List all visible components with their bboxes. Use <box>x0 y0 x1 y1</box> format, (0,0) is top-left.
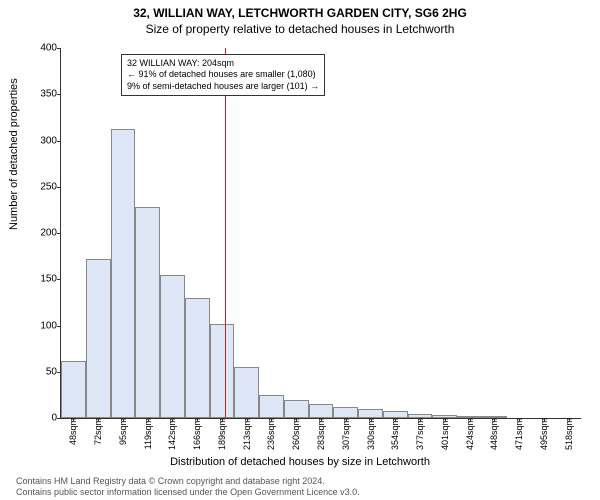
x-tick-mark <box>148 418 149 422</box>
y-tick-mark <box>57 141 61 142</box>
histogram-bar <box>234 367 259 418</box>
x-tick-label: 518sqm <box>564 418 574 450</box>
x-tick-label: 283sqm <box>316 418 326 450</box>
x-tick-mark <box>321 418 322 422</box>
x-tick-label: 119sqm <box>143 418 153 449</box>
x-tick-label: 424sqm <box>465 418 475 450</box>
x-tick-mark <box>544 418 545 422</box>
x-tick-label: 377sqm <box>415 418 425 450</box>
histogram-bar <box>358 409 383 418</box>
y-tick-mark <box>57 187 61 188</box>
footer-line-1: Contains HM Land Registry data © Crown c… <box>16 476 360 487</box>
x-tick-label: 307sqm <box>341 418 351 450</box>
x-tick-mark <box>569 418 570 422</box>
x-tick-mark <box>346 418 347 422</box>
x-tick-mark <box>247 418 248 422</box>
x-tick-label: 95sqm <box>118 418 128 445</box>
footer-line-2: Contains public sector information licen… <box>16 487 360 498</box>
plot-area: 05010015020025030035040048sqm72sqm95sqm1… <box>60 48 581 419</box>
x-tick-mark <box>470 418 471 422</box>
y-axis-label: Number of detached properties <box>8 78 20 230</box>
x-tick-mark <box>123 418 124 422</box>
histogram-bar <box>383 411 408 418</box>
x-tick-label: 260sqm <box>291 418 301 450</box>
x-tick-mark <box>445 418 446 422</box>
y-tick-mark <box>57 48 61 49</box>
histogram-bar <box>160 275 185 418</box>
x-tick-label: 72sqm <box>93 418 103 445</box>
histogram-bar <box>135 207 160 418</box>
y-tick-mark <box>57 418 61 419</box>
x-tick-mark <box>371 418 372 422</box>
x-tick-mark <box>420 418 421 422</box>
annotation-line: ← 91% of detached houses are smaller (1,… <box>127 69 319 80</box>
x-tick-label: 213sqm <box>242 418 252 450</box>
x-tick-mark <box>98 418 99 422</box>
y-tick-mark <box>57 94 61 95</box>
x-axis-label: Distribution of detached houses by size … <box>0 456 600 468</box>
x-tick-label: 354sqm <box>390 418 400 450</box>
x-tick-mark <box>73 418 74 422</box>
x-tick-mark <box>395 418 396 422</box>
x-tick-label: 448sqm <box>489 418 499 450</box>
x-tick-label: 236sqm <box>266 418 276 450</box>
histogram-bar <box>111 129 136 418</box>
x-tick-mark <box>271 418 272 422</box>
chart-subtitle: Size of property relative to detached ho… <box>0 22 600 40</box>
x-tick-label: 189sqm <box>217 418 227 450</box>
histogram-bar <box>259 395 284 418</box>
x-tick-mark <box>197 418 198 422</box>
footer-attribution: Contains HM Land Registry data © Crown c… <box>16 476 360 498</box>
annotation-line: 9% of semi-detached houses are larger (1… <box>127 81 319 92</box>
annotation-line: 32 WILLIAN WAY: 204sqm <box>127 58 319 69</box>
x-tick-mark <box>172 418 173 422</box>
x-tick-label: 471sqm <box>514 418 524 450</box>
x-tick-label: 48sqm <box>68 418 78 445</box>
reference-line <box>225 48 226 418</box>
histogram-bar <box>61 361 86 418</box>
x-tick-label: 495sqm <box>539 418 549 450</box>
y-tick-mark <box>57 326 61 327</box>
histogram-bar <box>86 259 111 418</box>
histogram-bar <box>284 400 309 419</box>
histogram-bar <box>309 404 334 418</box>
x-tick-label: 401sqm <box>440 418 450 450</box>
x-tick-label: 330sqm <box>366 418 376 450</box>
y-tick-mark <box>57 279 61 280</box>
x-tick-mark <box>519 418 520 422</box>
histogram-bar <box>185 298 210 418</box>
histogram-bar <box>210 324 235 418</box>
x-tick-mark <box>222 418 223 422</box>
chart-title: 32, WILLIAN WAY, LETCHWORTH GARDEN CITY,… <box>0 0 600 22</box>
x-tick-mark <box>296 418 297 422</box>
x-tick-label: 142sqm <box>167 418 177 450</box>
histogram-bar <box>333 407 358 418</box>
x-tick-mark <box>494 418 495 422</box>
annotation-box: 32 WILLIAN WAY: 204sqm← 91% of detached … <box>121 54 325 96</box>
x-tick-label: 166sqm <box>192 418 202 450</box>
y-tick-mark <box>57 233 61 234</box>
